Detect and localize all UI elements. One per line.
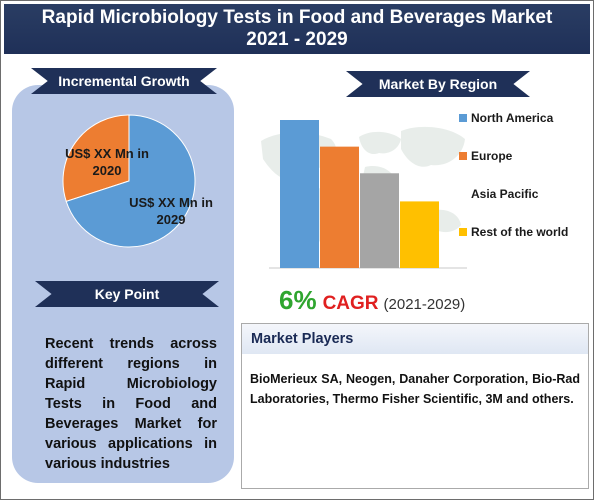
legend-item-north-america: North America <box>459 111 553 125</box>
bar-rest-of-the-world <box>400 201 439 268</box>
legend-label-rest-of-world: Rest of the world <box>471 225 569 239</box>
bar-asia-pacific <box>360 173 399 268</box>
pie-slice-0 <box>62 114 130 203</box>
market-by-region-heading: Market By Region <box>346 71 530 97</box>
title-line-2: 2021 - 2029 <box>246 29 348 50</box>
pie-slice-1 <box>65 114 196 248</box>
bar-north-america <box>280 120 319 268</box>
market-players-heading: Market Players <box>242 324 588 354</box>
market-by-region-heading-text: Market By Region <box>378 76 498 92</box>
legend-swatch-rest-of-world <box>459 228 467 236</box>
legend-label-europe: Europe <box>471 149 513 163</box>
incremental-growth-heading-text: Incremental Growth <box>58 73 190 89</box>
pie-label-2029: US$ XX Mn in 2029 <box>129 195 213 227</box>
key-point-text: Recent trends across different regions i… <box>45 336 217 472</box>
key-point-heading: Key Point <box>35 281 219 307</box>
cagr-label: CAGR <box>322 293 379 314</box>
pie-label-2020: US$ XX Mn in 2020 <box>65 146 149 178</box>
cagr-percent: 6% <box>279 285 317 315</box>
market-players-text: BioMerieux SA, Neogen, Danaher Corporati… <box>250 372 580 406</box>
region-bar-chart <box>261 120 467 269</box>
legend-swatch-europe <box>459 152 467 160</box>
legend-item-europe: Europe <box>459 149 512 163</box>
legend-item-asia-pacific: Asia Pacific <box>471 187 538 201</box>
legend-swatch-north-america <box>459 114 467 122</box>
market-players-box: Market Players BioMerieux SA, Neogen, Da… <box>241 323 589 489</box>
bar-europe <box>320 146 359 268</box>
cagr-callout: 6% CAGR (2021-2029) <box>279 285 465 316</box>
legend-label-asia-pacific: Asia Pacific <box>471 187 539 201</box>
incremental-growth-pie <box>62 114 196 248</box>
key-point-heading-text: Key Point <box>94 286 160 302</box>
cagr-years: (2021-2029) <box>383 296 466 313</box>
legend-item-rest-of-world: Rest of the world <box>459 225 568 239</box>
incremental-growth-heading: Incremental Growth <box>31 68 217 94</box>
legend-label-north-america: North America <box>471 111 554 125</box>
title-line-1: Rapid Microbiology Tests in Food and Bev… <box>41 7 553 28</box>
title-banner: Rapid Microbiology Tests in Food and Bev… <box>4 4 590 54</box>
